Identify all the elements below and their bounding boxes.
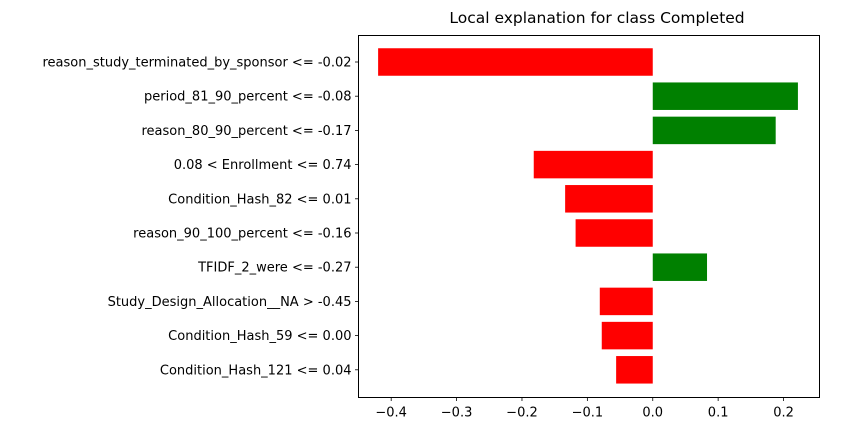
bar <box>601 321 653 350</box>
bar <box>575 219 653 247</box>
bar <box>652 82 798 110</box>
bar <box>599 287 653 316</box>
y-tick-label: period_81_90_percent <= -0.08 <box>144 90 351 105</box>
y-tick-label: reason_90_100_percent <= -0.16 <box>133 227 351 242</box>
x-tick-label: 0.1 <box>708 406 729 421</box>
x-tick-label: 0.0 <box>642 406 663 421</box>
plot-frame <box>358 35 820 398</box>
y-tick-label: 0.08 < Enrollment <= 0.74 <box>174 158 352 173</box>
y-tick-labels: reason_study_terminated_by_sponsor <= -0… <box>42 56 359 378</box>
x-tick-label: −0.2 <box>506 406 538 421</box>
x-tick-label: −0.4 <box>375 406 407 421</box>
y-tick-label: TFIDF_2_were <= -0.27 <box>197 261 351 276</box>
y-tick-label: Study_Design_Allocation__NA > -0.45 <box>108 295 352 310</box>
bar <box>652 116 776 145</box>
bar <box>378 48 653 76</box>
y-tick-label: reason_80_90_percent <= -0.17 <box>141 124 351 139</box>
bar <box>565 185 653 213</box>
bars-group <box>378 48 798 384</box>
bar <box>616 356 653 384</box>
y-tick-label: Condition_Hash_59 <= 0.00 <box>168 329 351 344</box>
bar <box>533 150 653 179</box>
x-tick-label: −0.3 <box>441 406 473 421</box>
x-tick-label: 0.2 <box>773 406 794 421</box>
y-tick-label: Condition_Hash_82 <= 0.01 <box>168 192 351 207</box>
x-tick-label: −0.1 <box>572 406 604 421</box>
x-axis-ticks: −0.4 −0.3 −0.2 −0.1 0.0 0.1 0.2 <box>375 397 794 421</box>
bar <box>652 253 708 281</box>
chart-title: Local explanation for class Completed <box>449 9 744 27</box>
y-tick-label: reason_study_terminated_by_sponsor <= -0… <box>42 56 351 71</box>
y-tick-label: Condition_Hash_121 <= 0.04 <box>160 363 352 378</box>
